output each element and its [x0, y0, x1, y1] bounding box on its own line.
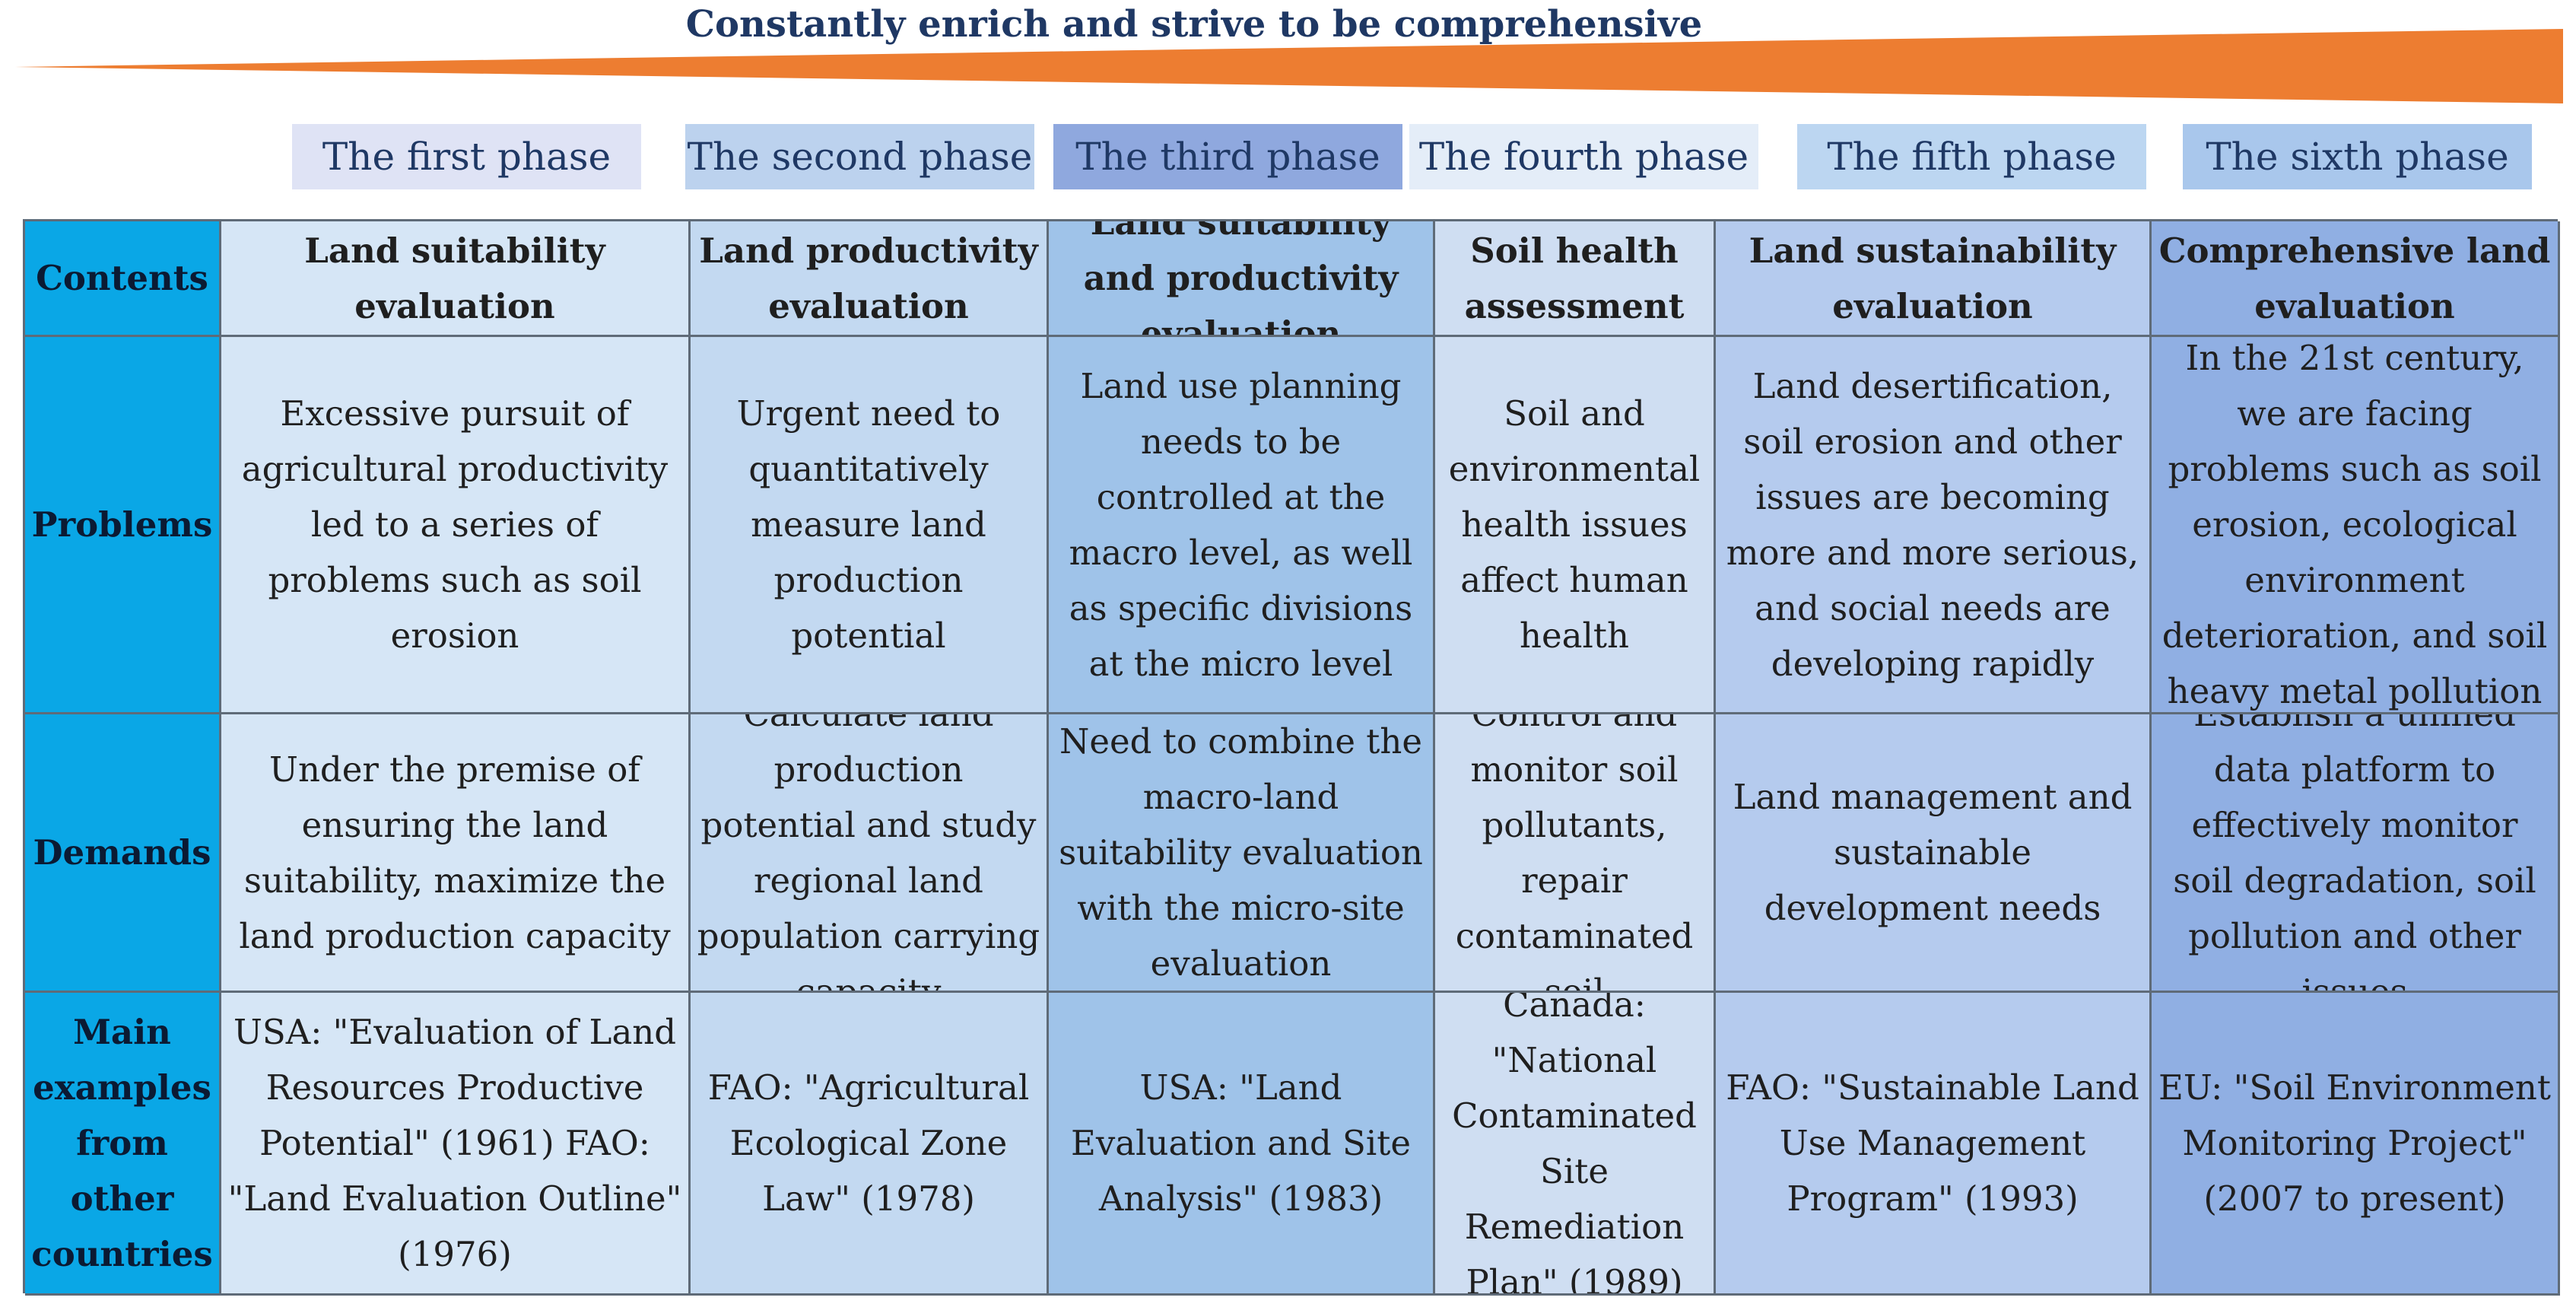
content-cell: Land productivity evaluation — [691, 221, 1049, 337]
demands-cell: Calculate land production potential and … — [691, 714, 1049, 993]
demands-cell: Control and monitor soil pollutants, rep… — [1435, 714, 1716, 993]
content-cell: Comprehensive land evaluation — [2152, 221, 2560, 337]
problems-cell: Land use planning needs to be controlled… — [1049, 337, 1435, 714]
problems-cell: Land desertification, soil erosion and o… — [1716, 337, 2152, 714]
content-cell: Soil health assessment — [1435, 221, 1716, 337]
row-header-problems: Problems — [25, 337, 221, 714]
demands-cell: Need to combine the macro-land suitabili… — [1049, 714, 1435, 993]
expansion-arrow — [15, 29, 2563, 103]
content-cell: Land suitability evaluation — [221, 221, 691, 337]
evaluation-table: Contents Land suitability evaluation Lan… — [23, 219, 2560, 1296]
examples-cell: FAO: "Agricultural Ecological Zone Law" … — [691, 993, 1049, 1296]
examples-cell: FAO: "Sustainable Land Use Management Pr… — [1716, 993, 2152, 1296]
problems-cell: Urgent need to quantitatively measure la… — [691, 337, 1049, 714]
row-header-contents: Contents — [25, 221, 221, 337]
phase-label-6: The sixth phase — [2183, 124, 2532, 189]
phase-label-5: The fifth phase — [1797, 124, 2146, 189]
problems-cell: In the 21st century, we are facing probl… — [2152, 337, 2560, 714]
row-header-examples: Main examples from other countries — [25, 993, 221, 1296]
phase-label-2: The second phase — [685, 124, 1034, 189]
content-cell: Land sustainability evaluation — [1716, 221, 2152, 337]
demands-cell: Under the premise of ensuring the land s… — [221, 714, 691, 993]
phase-label-1: The first phase — [292, 124, 641, 189]
demands-cell: Establish a unified data platform to eff… — [2152, 714, 2560, 993]
phase-label-3: The third phase — [1053, 124, 1402, 189]
problems-cell: Excessive pursuit of agricultural produc… — [221, 337, 691, 714]
examples-cell: USA: "Land Evaluation and Site Analysis"… — [1049, 993, 1435, 1296]
phase-label-4: The fourth phase — [1409, 124, 1758, 189]
banner-title: Constantly enrich and strive to be compr… — [685, 3, 1703, 46]
problems-cell: Soil and environmental health issues aff… — [1435, 337, 1716, 714]
row-header-demands: Demands — [25, 714, 221, 993]
examples-cell: EU: "Soil Environment Monitoring Project… — [2152, 993, 2560, 1296]
demands-cell: Land management and sustainable developm… — [1716, 714, 2152, 993]
examples-cell: USA: "Evaluation of Land Resources Produ… — [221, 993, 691, 1296]
examples-cell: Canada: "National Contaminated Site Reme… — [1435, 993, 1716, 1296]
content-cell: Land suitability and productivity evalua… — [1049, 221, 1435, 337]
orange-wedge — [15, 29, 2563, 103]
